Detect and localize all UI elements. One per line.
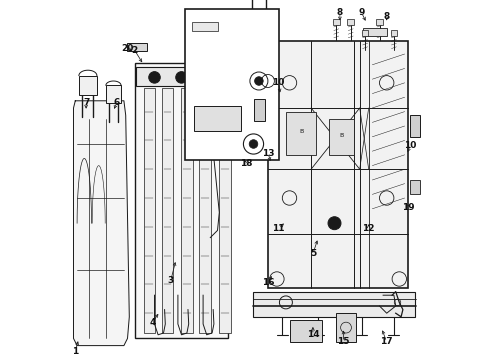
Text: 20: 20 bbox=[121, 44, 133, 53]
Bar bbox=[219, 88, 230, 333]
Bar bbox=[136, 67, 226, 86]
Text: 7: 7 bbox=[83, 98, 89, 107]
Polygon shape bbox=[73, 101, 129, 346]
Bar bbox=[254, 99, 264, 121]
Bar bbox=[185, 9, 278, 160]
Circle shape bbox=[175, 72, 187, 83]
Bar bbox=[181, 88, 193, 333]
Bar bbox=[134, 63, 228, 338]
Text: 2: 2 bbox=[131, 46, 138, 55]
Bar bbox=[409, 115, 419, 137]
Text: 10: 10 bbox=[403, 141, 415, 150]
Text: 3: 3 bbox=[167, 276, 173, 285]
Text: 16: 16 bbox=[261, 278, 274, 287]
Text: 12: 12 bbox=[362, 224, 374, 233]
Bar bbox=[192, 22, 217, 31]
Text: 15: 15 bbox=[337, 338, 349, 346]
Circle shape bbox=[148, 72, 160, 83]
Bar bbox=[79, 76, 97, 95]
Circle shape bbox=[203, 72, 214, 83]
Text: 11: 11 bbox=[272, 224, 285, 233]
Bar bbox=[328, 119, 354, 155]
Bar bbox=[289, 320, 321, 342]
Text: 6: 6 bbox=[113, 98, 120, 107]
Text: 13: 13 bbox=[261, 149, 274, 158]
Bar bbox=[127, 43, 147, 51]
Bar bbox=[106, 85, 121, 103]
Circle shape bbox=[254, 77, 263, 85]
Bar bbox=[390, 30, 396, 36]
Bar bbox=[199, 88, 211, 333]
Bar bbox=[336, 313, 355, 342]
Bar bbox=[194, 106, 241, 131]
Bar bbox=[409, 180, 419, 194]
Text: B: B bbox=[339, 133, 343, 138]
Bar bbox=[363, 28, 386, 36]
Text: 8: 8 bbox=[383, 12, 389, 21]
FancyBboxPatch shape bbox=[267, 41, 407, 288]
Circle shape bbox=[327, 217, 340, 230]
Text: 5: 5 bbox=[309, 249, 315, 258]
Text: 19: 19 bbox=[401, 202, 414, 211]
Text: 9: 9 bbox=[358, 8, 364, 17]
Bar bbox=[347, 19, 353, 25]
Text: 14: 14 bbox=[306, 330, 319, 339]
Text: 4: 4 bbox=[149, 318, 156, 327]
Text: 17: 17 bbox=[380, 338, 392, 346]
Text: 18: 18 bbox=[240, 159, 252, 168]
Bar bbox=[253, 292, 415, 317]
Text: 10: 10 bbox=[272, 78, 285, 87]
Bar bbox=[285, 112, 316, 155]
Bar bbox=[361, 30, 367, 36]
Bar bbox=[332, 19, 339, 25]
Bar bbox=[143, 88, 155, 333]
Text: B: B bbox=[299, 129, 303, 134]
Bar bbox=[162, 88, 173, 333]
Text: 8: 8 bbox=[336, 8, 342, 17]
Text: 1: 1 bbox=[72, 346, 78, 356]
Circle shape bbox=[249, 140, 257, 148]
Bar bbox=[375, 19, 382, 25]
